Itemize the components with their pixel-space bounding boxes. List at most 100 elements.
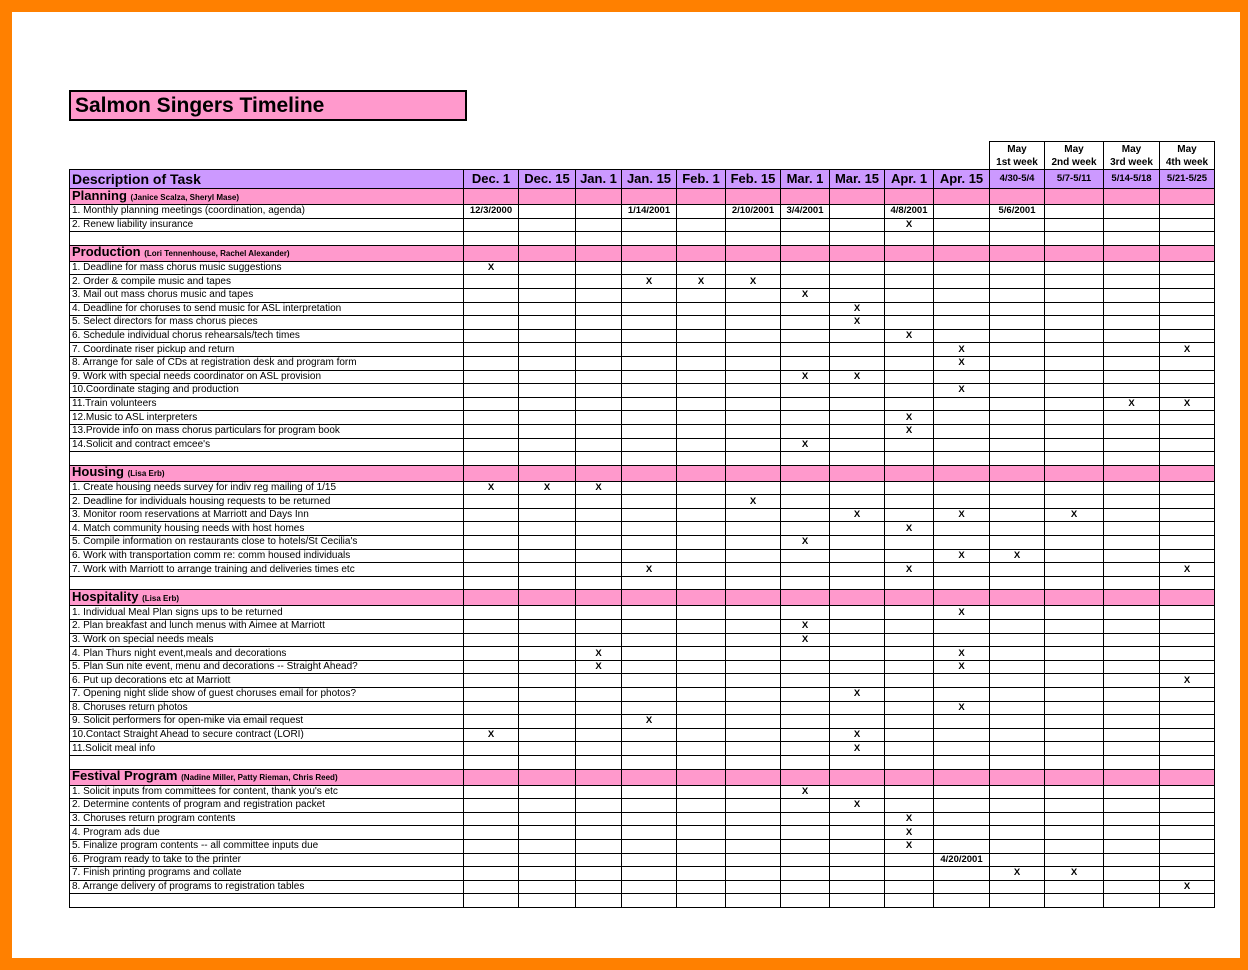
empty-cell bbox=[463, 494, 519, 509]
empty-cell bbox=[1044, 437, 1104, 453]
empty-cell bbox=[575, 811, 622, 827]
empty-cell bbox=[1159, 535, 1215, 550]
empty-cell bbox=[1103, 632, 1160, 648]
empty-cell bbox=[575, 632, 622, 648]
task-label: 4. Program ads due bbox=[69, 825, 464, 840]
empty-cell bbox=[989, 437, 1045, 453]
section-cell bbox=[780, 464, 830, 482]
empty-cell bbox=[1159, 825, 1215, 840]
task-mark: 3/4/2001 bbox=[780, 204, 830, 219]
empty-cell bbox=[518, 798, 576, 813]
empty-cell bbox=[676, 521, 726, 537]
section-title-cell: Festival Program (Nadine Miller, Patty R… bbox=[69, 768, 464, 786]
empty-cell bbox=[1103, 204, 1160, 219]
task-mark: X bbox=[725, 274, 781, 289]
task-mark: X bbox=[1044, 507, 1104, 523]
empty-cell bbox=[933, 879, 990, 895]
section-row: Festival Program (Nadine Miller, Patty R… bbox=[69, 768, 1215, 786]
empty-cell bbox=[676, 879, 726, 895]
empty-cell bbox=[884, 727, 934, 743]
empty-cell bbox=[463, 646, 519, 661]
column-header: Dec. 15 bbox=[518, 169, 576, 189]
empty-cell bbox=[463, 700, 519, 716]
empty-cell bbox=[463, 287, 519, 303]
section-cell bbox=[829, 188, 885, 205]
section-row: Planning (Janice Scalza, Sheryl Mase) bbox=[69, 188, 1215, 205]
empty-cell bbox=[725, 287, 781, 303]
empty-cell bbox=[780, 714, 830, 729]
task-label: 6. Work with transportation comm re: com… bbox=[69, 548, 464, 564]
empty-cell bbox=[829, 632, 885, 648]
empty-cell bbox=[575, 687, 622, 702]
empty-cell bbox=[518, 687, 576, 702]
empty-cell bbox=[829, 700, 885, 716]
section-cell bbox=[829, 464, 885, 482]
section-cell bbox=[676, 188, 726, 205]
empty-cell bbox=[725, 217, 781, 233]
task-mark: X bbox=[884, 811, 934, 827]
empty-cell bbox=[989, 893, 1045, 908]
section-people: (Lisa Erb) bbox=[142, 593, 179, 603]
empty-cell bbox=[518, 754, 576, 770]
empty-cell bbox=[780, 811, 830, 827]
empty-cell bbox=[1103, 741, 1160, 756]
empty-cell bbox=[518, 893, 576, 908]
empty-cell bbox=[676, 811, 726, 827]
empty-cell bbox=[1044, 231, 1104, 246]
empty-cell bbox=[933, 396, 990, 412]
section-cell bbox=[518, 768, 576, 786]
empty-cell bbox=[1103, 301, 1160, 317]
empty-cell bbox=[780, 879, 830, 895]
section-cell bbox=[725, 464, 781, 482]
empty-cell bbox=[829, 575, 885, 591]
task-mark: X bbox=[933, 659, 990, 675]
empty-cell bbox=[463, 423, 519, 439]
empty-cell bbox=[518, 727, 576, 743]
empty-cell bbox=[1159, 659, 1215, 675]
empty-cell bbox=[1159, 355, 1215, 371]
task-row: 4. Deadline for choruses to send music f… bbox=[69, 301, 1215, 317]
empty-cell bbox=[575, 798, 622, 813]
empty-cell bbox=[725, 480, 781, 496]
empty-cell bbox=[1159, 383, 1215, 398]
empty-cell bbox=[780, 480, 830, 496]
task-row: 7. Coordinate riser pickup and return X X bbox=[69, 342, 1215, 357]
empty-cell bbox=[1159, 328, 1215, 344]
empty-cell bbox=[621, 727, 677, 743]
task-mark: X bbox=[884, 217, 934, 233]
empty-cell bbox=[884, 260, 934, 276]
task-mark: X bbox=[884, 410, 934, 425]
empty-cell bbox=[725, 328, 781, 344]
empty-cell bbox=[463, 784, 519, 800]
task-label: 9. Solicit performers for open-mike via … bbox=[69, 714, 464, 729]
empty-cell bbox=[575, 494, 622, 509]
empty-cell bbox=[933, 410, 990, 425]
empty-cell bbox=[989, 838, 1045, 854]
empty-cell bbox=[621, 396, 677, 412]
task-row: 8. Arrange delivery of programs to regis… bbox=[69, 879, 1215, 895]
empty-cell bbox=[725, 423, 781, 439]
empty-cell bbox=[1103, 315, 1160, 330]
empty-cell bbox=[1044, 423, 1104, 439]
empty-cell bbox=[989, 494, 1045, 509]
may-header-line: 3rd week bbox=[1110, 156, 1153, 168]
empty-cell bbox=[1044, 838, 1104, 854]
empty-cell bbox=[780, 301, 830, 317]
empty-cell bbox=[463, 632, 519, 648]
empty-cell bbox=[725, 741, 781, 756]
empty-cell bbox=[676, 260, 726, 276]
empty-cell bbox=[463, 355, 519, 371]
task-mark: X bbox=[829, 315, 885, 330]
empty-cell bbox=[575, 521, 622, 537]
section-title: Housing bbox=[72, 465, 124, 480]
section-cell bbox=[1044, 188, 1104, 205]
empty-cell bbox=[725, 369, 781, 385]
empty-cell bbox=[575, 700, 622, 716]
empty-cell bbox=[676, 825, 726, 840]
empty-cell bbox=[780, 659, 830, 675]
empty-cell bbox=[676, 798, 726, 813]
task-row: 12.Music to ASL interpreters X bbox=[69, 410, 1215, 425]
may-header-line: May bbox=[1007, 143, 1027, 155]
empty-cell bbox=[676, 369, 726, 385]
empty-cell bbox=[884, 535, 934, 550]
